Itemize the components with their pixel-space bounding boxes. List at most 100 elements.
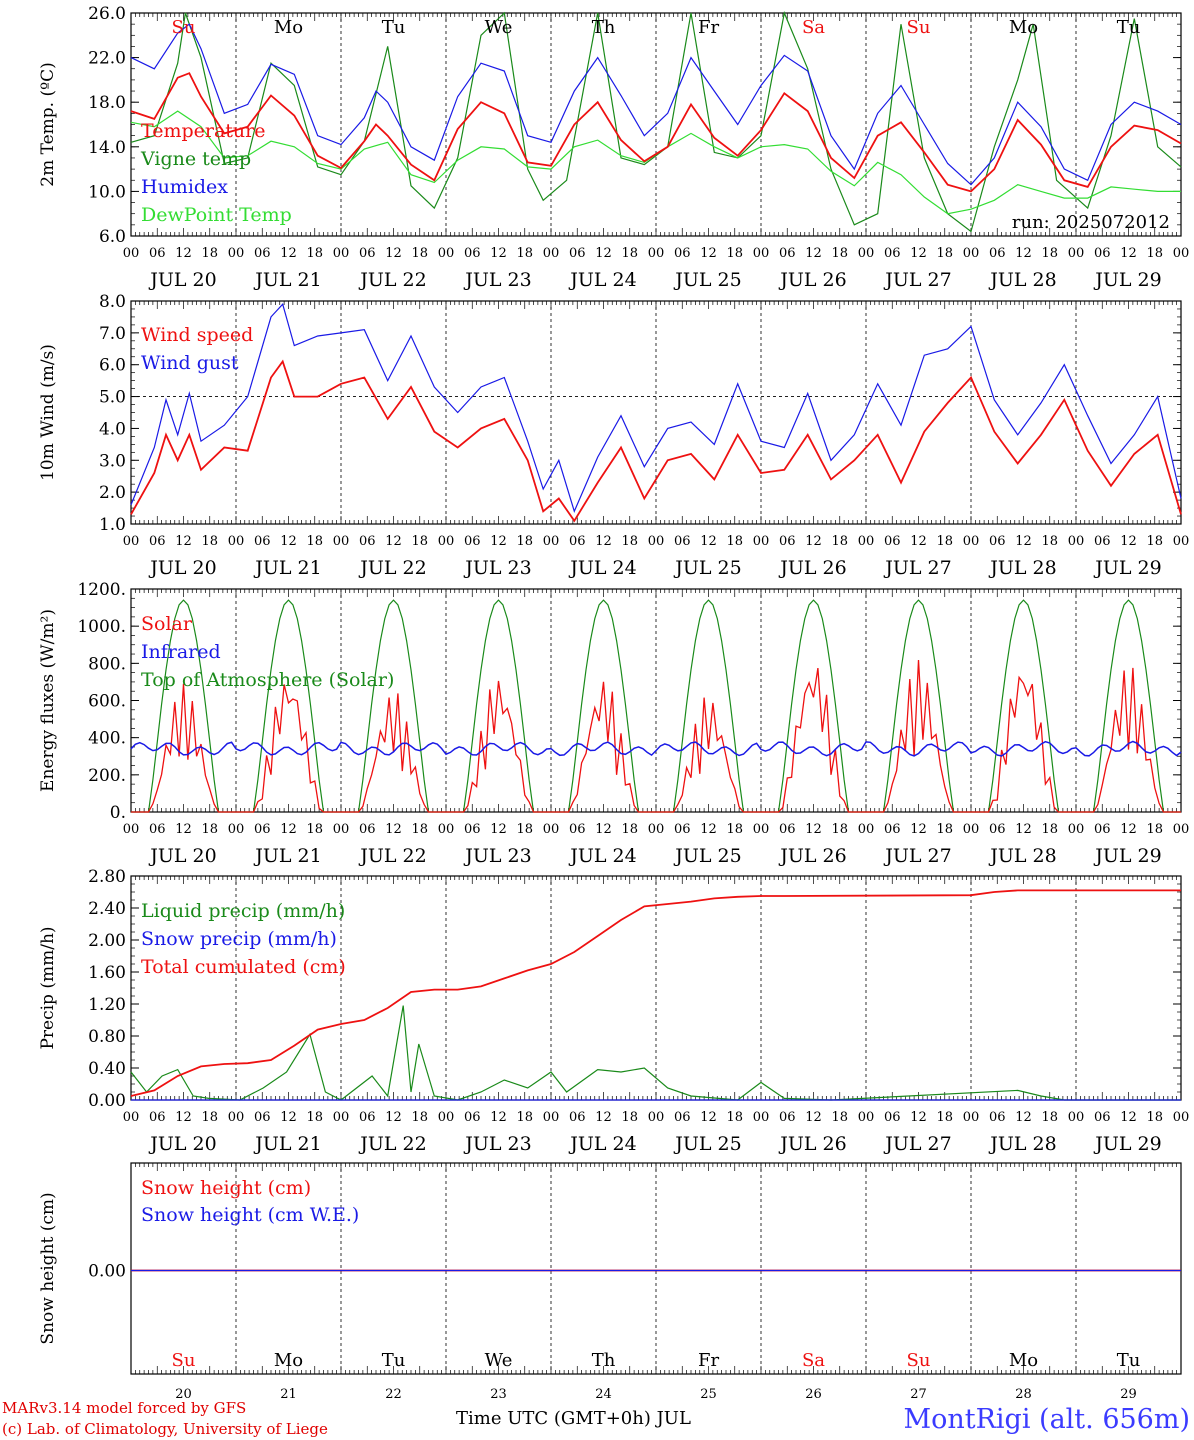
y-tick-label: 8.0: [99, 292, 126, 312]
x-tick-label: 00: [963, 1110, 980, 1125]
x-tick-label: 00: [1068, 534, 1085, 549]
x-date-label: JUL 20: [148, 269, 216, 291]
x-tick-label: 12: [1015, 534, 1032, 549]
x-tick-label: 12: [1120, 822, 1137, 837]
y-tick-label: 2.40: [88, 899, 126, 919]
day-of-week-label: Tu: [1117, 1350, 1141, 1371]
x-tick-label: 18: [621, 1110, 638, 1125]
series-solar-line: [131, 659, 1181, 813]
x-tick-label: 18: [726, 1110, 743, 1125]
x-date-label: JUL 20: [148, 1133, 216, 1155]
footer-lab: (c) Lab. of Climatology, University of L…: [2, 1420, 328, 1438]
x-tick-label: 06: [779, 1110, 796, 1125]
y-tick-label: 200.: [88, 766, 126, 786]
x-tick-label: 12: [805, 822, 822, 837]
x-tick-label: 00: [123, 822, 140, 837]
x-date-label: JUL 28: [988, 269, 1056, 291]
x-tick-label: 06: [884, 246, 901, 261]
legend-entry: Liquid precip (mm/h): [141, 900, 345, 922]
x-tick-label: 12: [490, 534, 507, 549]
x-tick-label: 12: [385, 822, 402, 837]
x-tick-label: 06: [989, 1110, 1006, 1125]
day-of-week-label: We: [485, 17, 513, 38]
x-tick-label: 12: [595, 1110, 612, 1125]
x-tick-label: 12: [1015, 1110, 1032, 1125]
x-tick-label: 18: [936, 534, 953, 549]
y-axis-label: 2m Temp. (ºC): [38, 62, 58, 187]
x-date-label: JUL 21: [253, 557, 321, 579]
footer-xaxis: Time UTC (GMT+0h) JUL: [456, 1408, 691, 1429]
x-tick-label: 18: [1146, 1110, 1163, 1125]
x-tick-label: 06: [254, 246, 271, 261]
x-tick-label: 00: [858, 246, 875, 261]
x-tick-label: 00: [648, 822, 665, 837]
x-tick-label: 00: [333, 1110, 350, 1125]
x-tick-label: 06: [884, 534, 901, 549]
x-tick-label: 18: [201, 246, 218, 261]
x-date-label: JUL 25: [673, 845, 741, 867]
x-date-label: JUL 24: [568, 269, 636, 291]
x-tick-label: 00: [858, 822, 875, 837]
x-tick-label: 06: [254, 1110, 271, 1125]
y-tick-label: 1200.: [77, 580, 126, 600]
x-tick-label: 12: [490, 1110, 507, 1125]
x-tick-label: 18: [831, 534, 848, 549]
x-tick-label: 06: [464, 534, 481, 549]
y-tick-label: 14.0: [88, 138, 126, 158]
x-tick-label: 00: [1173, 822, 1190, 837]
legend-entry: Total cumulated (cm): [141, 956, 346, 978]
x-tick-label: 06: [779, 246, 796, 261]
day-of-week-label: Th: [592, 1350, 616, 1371]
legend-entry: Wind speed: [141, 324, 253, 346]
footer-station: MontRigi (alt. 656m): [903, 1404, 1190, 1435]
y-tick-label: 3.0: [99, 451, 126, 471]
x-tick-label: 06: [359, 1110, 376, 1125]
x-tick-label: 18: [1041, 822, 1058, 837]
day-number-label: 26: [805, 1387, 822, 1402]
x-tick-label: 00: [543, 1110, 560, 1125]
legend-entry: Temperature: [141, 120, 265, 142]
x-tick-label: 18: [516, 534, 533, 549]
panel-3: 0. 200. 400. 600. 800. 1000. 1200. Energy fluxe…: [38, 580, 1189, 867]
day-of-week-label: Tu: [1117, 17, 1141, 38]
x-date-label: JUL 27: [883, 269, 951, 291]
panel-5: 0.00 Snow height (cm) Snow height (cm) Snow…: [38, 1162, 1182, 1402]
day-number-label: 27: [910, 1387, 927, 1402]
x-tick-label: 18: [1041, 246, 1058, 261]
x-tick-label: 18: [621, 822, 638, 837]
x-date-label: JUL 23: [463, 269, 531, 291]
x-tick-label: 18: [726, 246, 743, 261]
legend-entry: Top of Atmosphere (Solar): [141, 669, 394, 691]
y-tick-label: 2.00: [88, 931, 126, 951]
x-tick-label: 06: [884, 1110, 901, 1125]
x-tick-label: 06: [149, 1110, 166, 1125]
y-tick-label: 1.60: [88, 963, 126, 983]
day-number-label: 28: [1015, 1387, 1032, 1402]
x-tick-label: 06: [779, 534, 796, 549]
day-of-week-label: Sa: [802, 1350, 825, 1371]
series-line-wind-gust: [130, 303, 1182, 514]
x-tick-label: 18: [516, 1110, 533, 1125]
x-date-label: JUL 21: [253, 269, 321, 291]
y-tick-label: 0.: [110, 803, 126, 823]
footer-model: MARv3.14 model forced by GFS: [2, 1399, 246, 1417]
x-tick-label: 12: [385, 534, 402, 549]
x-tick-label: 12: [280, 246, 297, 261]
x-tick-label: 06: [1094, 246, 1111, 261]
day-number-label: 21: [280, 1387, 297, 1402]
day-of-week-label: Su: [907, 1350, 931, 1371]
x-date-label: JUL 21: [253, 845, 321, 867]
y-tick-label: 800.: [88, 654, 126, 674]
x-date-label: JUL 22: [358, 557, 426, 579]
x-tick-label: 00: [1173, 246, 1190, 261]
x-tick-label: 06: [674, 822, 691, 837]
x-tick-label: 18: [621, 246, 638, 261]
x-tick-label: 00: [438, 1110, 455, 1125]
x-tick-label: 12: [490, 822, 507, 837]
day-of-week-label: Mo: [1009, 1350, 1038, 1371]
x-date-label: JUL 23: [463, 1133, 531, 1155]
x-tick-label: 12: [280, 534, 297, 549]
x-tick-label: 18: [201, 1110, 218, 1125]
x-date-label: JUL 28: [988, 845, 1056, 867]
x-tick-label: 12: [595, 246, 612, 261]
